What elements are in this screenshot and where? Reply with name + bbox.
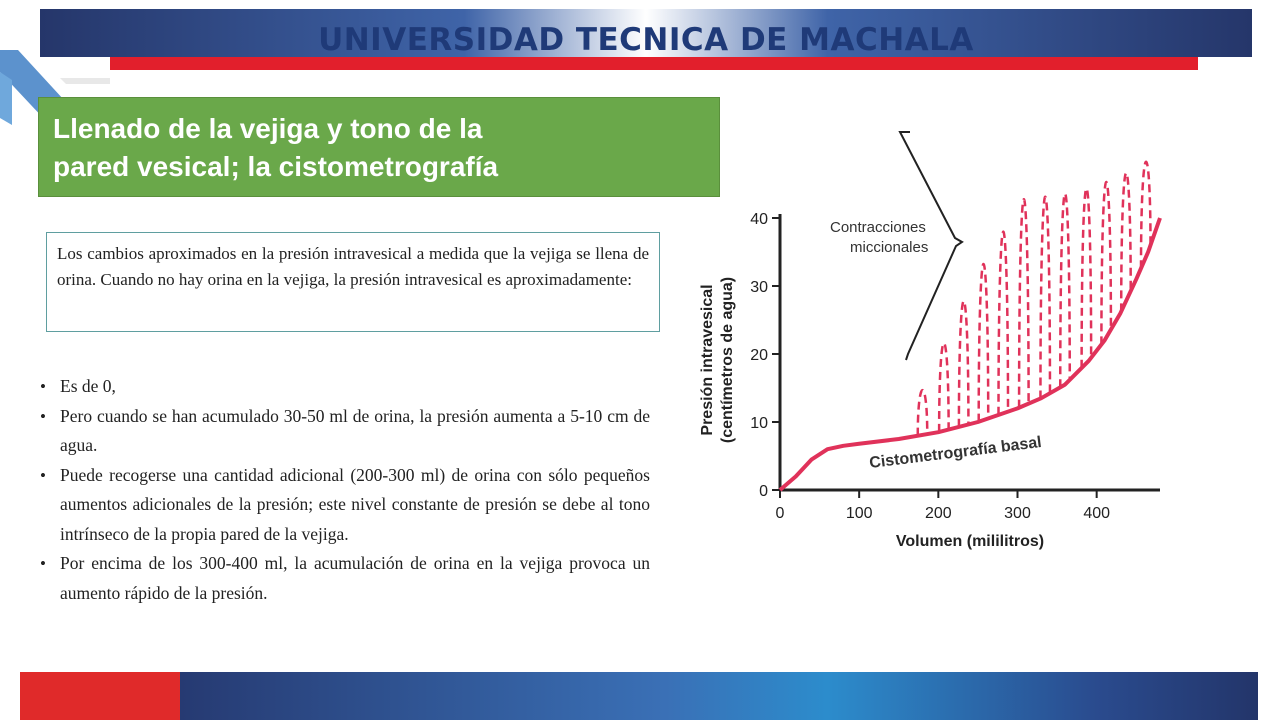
contraction-spike bbox=[957, 300, 970, 427]
x-axis-label: Volumen (mililitros) bbox=[896, 533, 1044, 550]
x-tick-label: 100 bbox=[846, 505, 873, 522]
footer-blue-bar bbox=[180, 672, 1258, 720]
y-tick-label: 10 bbox=[750, 415, 768, 432]
bullet-item: Es de 0, bbox=[40, 372, 650, 402]
y-axis-label-line1: Presión intravesical bbox=[699, 284, 716, 435]
contraction-spike bbox=[1080, 187, 1093, 368]
section-title-line1: Llenado de la vejiga y tono de la bbox=[53, 113, 483, 144]
contraction-spike bbox=[1039, 195, 1052, 399]
annotation-contracciones-line2: miccionales bbox=[850, 239, 928, 256]
contraction-spike bbox=[1059, 192, 1071, 388]
bullet-item: Puede recogerse una cantidad adicional (… bbox=[40, 461, 650, 550]
micturition-contractions bbox=[916, 160, 1152, 436]
contraction-spike bbox=[977, 263, 990, 422]
x-tick-label: 300 bbox=[1004, 505, 1031, 522]
contraction-spike bbox=[1017, 197, 1030, 408]
bullet-item: Pero cuando se han acumulado 30-50 ml de… bbox=[40, 402, 650, 461]
section-title-line2: pared vesical; la cistometrografía bbox=[53, 151, 499, 182]
chart-labels: Presión intravesical (centímetros de agu… bbox=[699, 219, 1044, 550]
contraction-spike bbox=[937, 341, 950, 432]
header-red-stripe bbox=[110, 56, 1198, 70]
y-tick-label: 30 bbox=[750, 279, 768, 296]
bullet-item: Por encima de los 300-400 ml, la acumula… bbox=[40, 549, 650, 608]
x-tick-label: 0 bbox=[776, 505, 785, 522]
contraction-spike bbox=[1119, 171, 1132, 312]
annotation-contracciones-line1: Contracciones bbox=[830, 219, 926, 236]
annotation-bracket bbox=[898, 131, 964, 361]
contraction-spike bbox=[997, 230, 1010, 415]
intro-text-box: Los cambios aproximados en la presión in… bbox=[46, 232, 660, 332]
x-tick-label: 200 bbox=[925, 505, 952, 522]
header-title: UNIVERSIDAD TECNICA DE MACHALA bbox=[318, 22, 974, 58]
basal-curve bbox=[778, 217, 1162, 492]
contraction-spike bbox=[1139, 160, 1152, 269]
bullet-list: Es de 0, Pero cuando se han acumulado 30… bbox=[40, 372, 650, 608]
contraction-spike bbox=[1100, 180, 1113, 345]
header-bar bbox=[40, 9, 1252, 57]
footer-red-block bbox=[20, 672, 180, 720]
y-axis-label-line2: (centímetros de agua) bbox=[719, 277, 736, 443]
y-tick-label: 20 bbox=[750, 347, 768, 364]
section-title: Llenado de la vejiga y tono de la pared … bbox=[38, 97, 720, 197]
contraction-spike bbox=[916, 388, 929, 436]
y-tick-label: 40 bbox=[750, 211, 768, 228]
y-tick-label: 0 bbox=[759, 483, 768, 500]
x-tick-label: 400 bbox=[1083, 505, 1110, 522]
